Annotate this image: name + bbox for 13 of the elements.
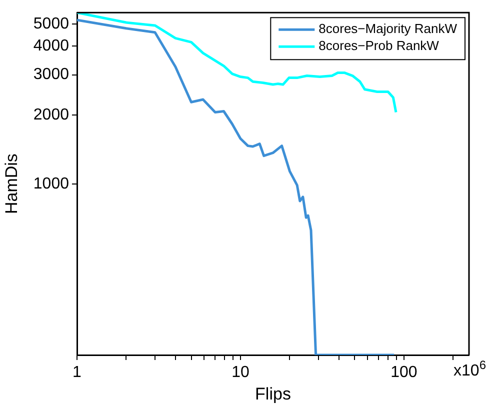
legend-label: 8cores−Majority RankW [318, 21, 458, 36]
y-tick-label: 2000 [33, 106, 70, 124]
y-tick-label: 3000 [33, 66, 70, 84]
x-tick-label: 100 [390, 364, 418, 382]
text: x10$^{6}$ [454, 358, 486, 380]
y-tick-label: 5000 [33, 15, 70, 32]
y-tick-label: 4000 [33, 38, 70, 55]
x-axis-title: Flips [255, 384, 291, 404]
legend-label: 8cores−Prob RankW [318, 38, 440, 54]
y-axis-title: HamDis [2, 154, 21, 214]
x-tick-label: 1 [72, 364, 82, 382]
y-tick-label: 1000 [33, 176, 70, 193]
x-tick-label: 10 [232, 364, 250, 382]
